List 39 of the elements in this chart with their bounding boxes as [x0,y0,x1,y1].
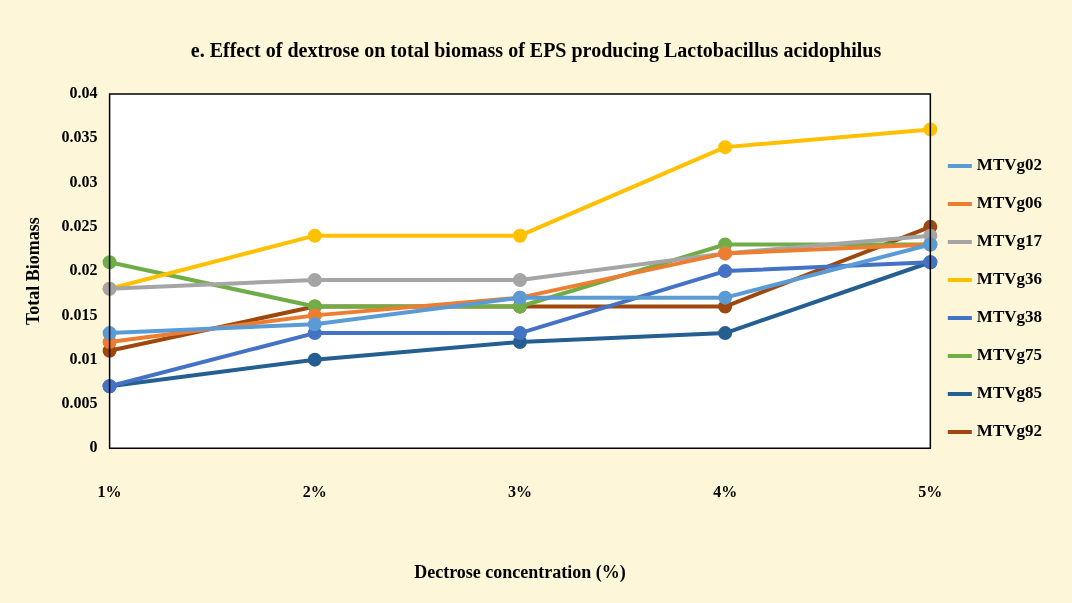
y-tick-label: 0 [89,438,98,456]
point [307,272,322,287]
x-tick-label: 3% [507,482,532,500]
point [512,272,527,287]
point [718,326,733,341]
y-tick-label: 0.03 [69,172,98,190]
y-tick-label: 0.04 [69,84,98,102]
y-tick-label: 0.025 [61,216,98,234]
legend-label: MTVg92 [976,421,1043,441]
y-tick-label: 0.01 [69,349,98,367]
legend-label: MTVg38 [976,307,1043,327]
point [307,228,322,243]
point [307,352,322,367]
x-tick-label: 2% [302,482,327,500]
y-tick-label: 0.035 [61,128,98,146]
x-axis-title: Dectrose concentration (%) [414,561,626,583]
y-tick-label: 0.005 [61,394,98,412]
legend-label: MTVg36 [976,269,1043,289]
y-tick-label: 0.02 [69,261,98,279]
y-tick-label: 0.015 [61,305,98,323]
legend-label: MTVg17 [976,231,1043,251]
y-axis-title: Total Biomass [23,217,44,326]
x-tick-label: 4% [713,482,738,500]
point [307,317,322,332]
legend-label: MTVg75 [976,345,1043,365]
chart-title: e. Effect of dextrose on total biomass of EPS producing Lactobacillus acidophilus [190,39,882,63]
x-tick-label: 5% [918,482,943,500]
legend-label: MTVg06 [976,193,1043,213]
point [512,228,527,243]
point [718,140,733,155]
point [718,264,733,279]
point [102,255,117,270]
x-tick-label: 1% [97,482,122,500]
point [923,122,938,137]
point [512,326,527,341]
point [718,290,733,305]
point [102,326,117,341]
legend-label: MTVg85 [976,383,1043,403]
legend-label: MTVg02 [976,155,1043,175]
